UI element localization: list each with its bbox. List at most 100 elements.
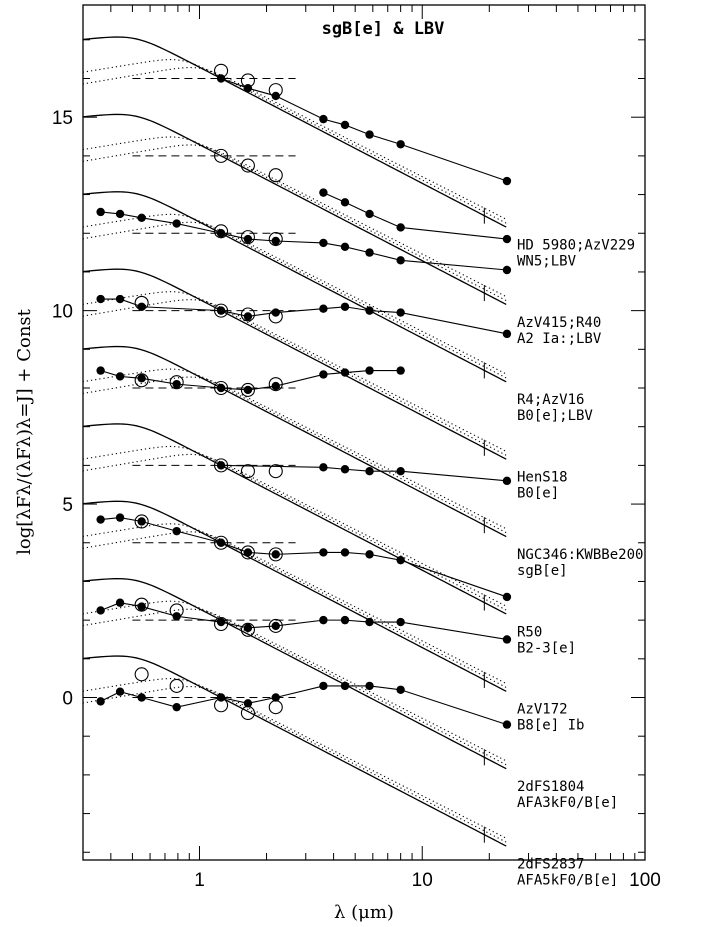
data-point-filled: [96, 606, 105, 615]
data-point-filled: [396, 140, 405, 149]
data-point-filled: [216, 306, 226, 315]
data-point-filled: [115, 294, 125, 304]
series-group: [83, 113, 512, 306]
data-point-filled: [365, 366, 374, 375]
model-curve-dotted: [83, 523, 507, 688]
data-point-filled: [96, 366, 105, 375]
data-point-open: [240, 545, 255, 560]
data-point-filled: [319, 238, 328, 248]
data-point-filled: [243, 83, 253, 93]
model-curve-dotted: [83, 59, 507, 224]
data-point-filled: [502, 176, 512, 186]
data-point-filled: [502, 592, 512, 602]
star-name-label: AzV172: [517, 702, 568, 718]
model-curve-dotted: [83, 600, 507, 766]
y-tick-label: 5: [62, 495, 73, 516]
data-point-filled: [340, 302, 350, 311]
data-point-filled: [502, 265, 512, 275]
data-point-filled: [271, 236, 280, 246]
data-point-open: [240, 622, 255, 637]
data-point-open: [268, 700, 283, 715]
data-point-filled: [96, 294, 105, 304]
model-curve-dotted: [83, 685, 507, 839]
series-group: [83, 268, 512, 460]
data-point-filled: [365, 209, 374, 219]
model-curve-solid: [83, 500, 507, 692]
spectral-type-label: B0[e];LBV: [517, 408, 593, 424]
series-group: [83, 191, 512, 383]
data-point-open: [268, 618, 283, 633]
y-tick-label: 10: [52, 302, 73, 323]
data-point-filled: [137, 693, 146, 702]
series-group: [83, 578, 512, 770]
data-point-filled: [271, 381, 280, 391]
data-point-filled: [365, 681, 374, 691]
series-group: [83, 500, 512, 692]
model-curve-dotted: [83, 299, 507, 452]
data-point-open: [240, 307, 255, 322]
observed-sed-line: [323, 192, 507, 240]
data-point-filled: [340, 615, 350, 625]
series-group: [83, 36, 512, 228]
data-point-filled: [172, 526, 181, 536]
data-point-open: [240, 464, 255, 479]
observed-sed-line: [220, 77, 508, 182]
spectral-type-label: WN5;LBV: [517, 253, 577, 269]
data-point-filled: [365, 248, 374, 257]
data-point-filled: [216, 617, 226, 627]
data-point-filled: [115, 209, 125, 219]
data-point-filled: [319, 548, 328, 557]
data-point-filled: [319, 615, 328, 625]
x-tick-label: 10: [412, 870, 433, 891]
data-point-filled: [271, 550, 280, 559]
spectral-type-label: sgB[e]: [517, 563, 568, 579]
data-point-filled: [340, 368, 350, 377]
observed-sed-line: [100, 685, 508, 726]
data-point-open: [268, 464, 283, 479]
model-curve-solid: [83, 36, 507, 228]
spectral-type-label: A2 Ia:;LBV: [517, 331, 602, 347]
chart-title: sgB[e] & LBV: [322, 19, 445, 39]
data-point-open: [169, 678, 184, 693]
data-point-filled: [243, 548, 253, 557]
data-point-filled: [172, 379, 181, 389]
data-point-filled: [396, 617, 405, 627]
data-point-filled: [502, 234, 512, 244]
data-point-filled: [396, 555, 405, 565]
data-point-open: [214, 224, 229, 239]
axes: 1 10 100 0 5 10 15: [52, 5, 661, 891]
data-point-filled: [216, 229, 226, 238]
model-curve-dotted: [83, 608, 507, 762]
data-point-open: [134, 597, 149, 612]
data-point-open: [214, 458, 229, 473]
data-point-filled: [243, 234, 253, 244]
data-point-open: [240, 382, 255, 397]
data-point-filled: [216, 538, 226, 547]
data-point-open: [169, 375, 184, 390]
series-group: [83, 423, 512, 615]
y-tick-label: 0: [62, 689, 73, 710]
model-curve-solid: [83, 113, 507, 306]
data-point-filled: [115, 598, 125, 607]
data-point-filled: [319, 463, 328, 472]
data-point-filled: [216, 74, 226, 83]
data-point-filled: [396, 308, 405, 317]
model-curve-dotted: [83, 368, 507, 534]
data-point-filled: [340, 198, 350, 207]
data-point-open: [268, 377, 283, 392]
star-name-label: HenS18: [517, 470, 568, 486]
observed-sed-line: [100, 517, 508, 598]
model-curve-dotted: [83, 678, 507, 843]
model-curve-dotted: [83, 453, 507, 607]
data-point-filled: [216, 693, 226, 702]
data-point-filled: [502, 329, 512, 339]
model-curve-dotted: [83, 213, 507, 379]
data-point-filled: [172, 612, 181, 621]
data-point-filled: [340, 548, 350, 557]
data-point-filled: [365, 550, 374, 559]
star-name-label: AzV415;R40: [517, 315, 601, 331]
model-curve-solid: [83, 423, 507, 615]
data-point-open: [268, 168, 283, 183]
data-point-filled: [271, 308, 280, 317]
